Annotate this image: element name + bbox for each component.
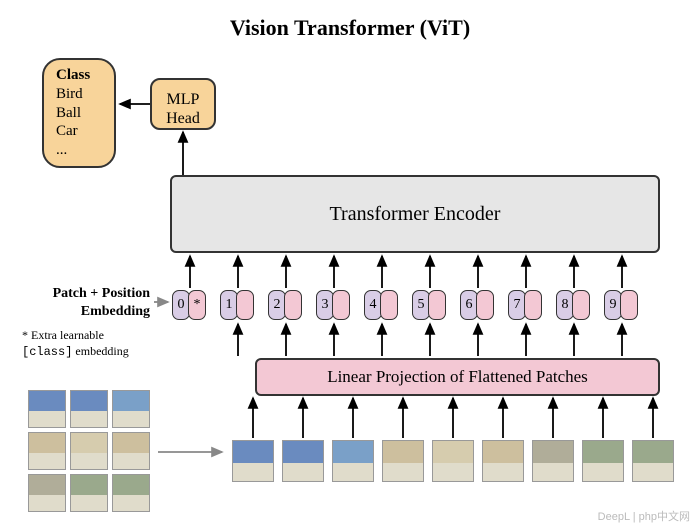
token-pair: 9 <box>604 290 638 320</box>
patch-cell <box>112 474 150 512</box>
input-image-grid <box>28 390 150 512</box>
patch-cell <box>28 474 66 512</box>
embedding-token <box>572 290 590 320</box>
class-item: Ball <box>56 104 102 123</box>
class-item: Car <box>56 122 102 141</box>
embedding-token <box>524 290 542 320</box>
patch-strip-cell <box>332 440 374 482</box>
embed-line2: Embedding <box>20 303 150 321</box>
mlp-line2: Head <box>164 109 202 128</box>
patch-strip-cell <box>382 440 424 482</box>
mlp-head-box: MLP Head <box>150 78 216 130</box>
linear-projection-box: Linear Projection of Flattened Patches <box>255 358 660 396</box>
flattened-patch-strip <box>232 440 674 482</box>
token-pair: 7 <box>508 290 542 320</box>
transformer-encoder-box: Transformer Encoder <box>170 175 660 253</box>
patch-cell <box>112 432 150 470</box>
class-items: BirdBallCar... <box>56 85 102 160</box>
embedding-token <box>620 290 638 320</box>
embedding-token <box>332 290 350 320</box>
patch-strip-cell <box>432 440 474 482</box>
patch-cell <box>70 432 108 470</box>
token-pair: 2 <box>268 290 302 320</box>
linproj-label: Linear Projection of Flattened Patches <box>327 367 588 387</box>
footnote-line1: * Extra learnable <box>22 328 129 344</box>
patch-strip-cell <box>532 440 574 482</box>
embedding-token <box>476 290 494 320</box>
token-pair: 5 <box>412 290 446 320</box>
patch-cell <box>70 474 108 512</box>
embedding-token <box>380 290 398 320</box>
encoder-label: Transformer Encoder <box>330 203 501 226</box>
patch-strip-cell <box>282 440 324 482</box>
token-pair: 4 <box>364 290 398 320</box>
class-item: Bird <box>56 85 102 104</box>
footnote-class-token: [class] <box>22 345 72 359</box>
patch-cell <box>70 390 108 428</box>
footnote-line2-post: embedding <box>72 344 128 358</box>
patch-strip-cell <box>232 440 274 482</box>
token-pair: 0* <box>172 290 206 320</box>
embed-line1: Patch + Position <box>20 285 150 303</box>
patch-cell <box>112 390 150 428</box>
token-pair: 1 <box>220 290 254 320</box>
patch-strip-cell <box>482 440 524 482</box>
patch-strip-cell <box>632 440 674 482</box>
class-heading: Class <box>56 66 102 85</box>
patch-cell <box>28 390 66 428</box>
embedding-token <box>236 290 254 320</box>
patch-cell <box>28 432 66 470</box>
patch-strip-cell <box>582 440 624 482</box>
token-pair: 6 <box>460 290 494 320</box>
watermark: DeepL | php中文网 <box>598 508 690 524</box>
embedding-token <box>428 290 446 320</box>
mlp-line1: MLP <box>164 90 202 109</box>
embedding-token: * <box>188 290 206 320</box>
footnote-extra-learnable: * Extra learnable [class] embedding <box>22 328 129 360</box>
token-pair: 8 <box>556 290 590 320</box>
embedding-token <box>284 290 302 320</box>
diagram-title: Vision Transformer (ViT) <box>0 15 700 41</box>
class-item: ... <box>56 141 102 160</box>
patch-position-embedding-label: Patch + Position Embedding <box>20 285 150 320</box>
class-output-box: Class BirdBallCar... <box>42 58 116 168</box>
token-pair: 3 <box>316 290 350 320</box>
token-row: 0* 123456789 <box>172 290 638 320</box>
